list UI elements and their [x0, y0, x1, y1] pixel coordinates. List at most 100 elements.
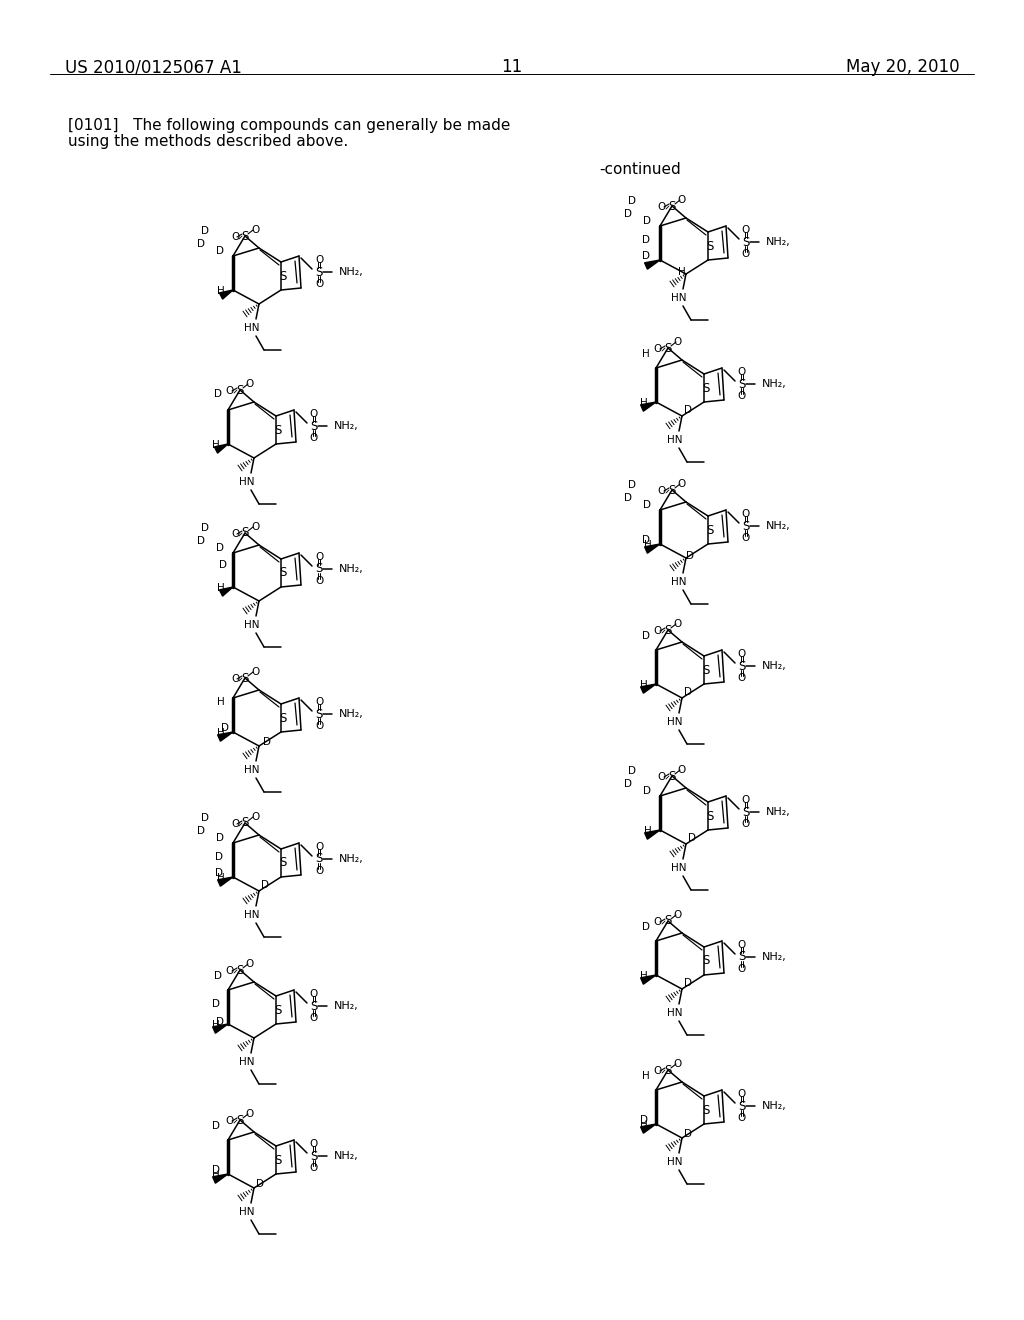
Text: S: S — [738, 950, 745, 964]
Text: S: S — [702, 664, 710, 676]
Text: O: O — [310, 989, 318, 999]
Text: O: O — [314, 255, 324, 265]
Text: S: S — [315, 853, 323, 866]
Text: H: H — [212, 1170, 220, 1180]
Text: O: O — [738, 1089, 746, 1100]
Text: NH₂,: NH₂, — [762, 952, 786, 962]
Text: S: S — [665, 623, 672, 636]
Text: May 20, 2010: May 20, 2010 — [847, 58, 961, 77]
Text: D: D — [643, 216, 651, 226]
Text: O: O — [657, 486, 667, 496]
Text: D: D — [197, 239, 205, 249]
Text: HN: HN — [668, 1008, 683, 1018]
Text: O: O — [674, 619, 682, 630]
Text: O: O — [230, 232, 240, 242]
Text: O: O — [251, 667, 259, 677]
Text: O: O — [654, 626, 663, 636]
Polygon shape — [641, 1125, 656, 1133]
Text: S: S — [280, 857, 287, 870]
Text: NH₂,: NH₂, — [334, 1001, 358, 1011]
Text: HN: HN — [668, 717, 683, 727]
Text: S: S — [237, 384, 244, 396]
Text: D: D — [684, 686, 692, 697]
Text: O: O — [246, 379, 254, 389]
Text: HN: HN — [245, 766, 260, 775]
Text: NH₂,: NH₂, — [766, 238, 791, 247]
Polygon shape — [213, 1173, 228, 1183]
Text: S: S — [237, 1114, 244, 1126]
Text: O: O — [738, 673, 746, 682]
Text: HN: HN — [672, 863, 687, 873]
Text: O: O — [226, 385, 234, 396]
Text: HN: HN — [668, 436, 683, 445]
Text: H: H — [642, 348, 650, 359]
Text: O: O — [654, 1067, 663, 1076]
Text: O: O — [314, 697, 324, 708]
Text: O: O — [251, 224, 259, 235]
Text: HN: HN — [245, 909, 260, 920]
Text: D: D — [642, 921, 650, 932]
Text: NH₂,: NH₂, — [339, 267, 364, 277]
Text: O: O — [251, 812, 259, 822]
Text: D: D — [212, 1121, 220, 1131]
Text: S: S — [310, 999, 317, 1012]
Polygon shape — [645, 260, 660, 269]
Text: H: H — [217, 583, 225, 593]
Text: S: S — [242, 817, 249, 829]
Text: O: O — [246, 1109, 254, 1119]
Text: NH₂,: NH₂, — [339, 854, 364, 865]
Text: O: O — [657, 202, 667, 213]
Text: O: O — [230, 818, 240, 829]
Text: O: O — [314, 866, 324, 876]
Text: S: S — [274, 424, 282, 437]
Text: S: S — [242, 230, 249, 243]
Text: D: D — [216, 246, 224, 256]
Polygon shape — [645, 830, 660, 840]
Text: H: H — [217, 729, 225, 738]
Text: S: S — [669, 199, 676, 213]
Text: O: O — [738, 964, 746, 974]
Text: S: S — [310, 420, 317, 433]
Text: O: O — [678, 195, 686, 205]
Text: 11: 11 — [502, 58, 522, 77]
Text: D: D — [212, 999, 220, 1008]
Text: O: O — [314, 721, 324, 731]
Text: S: S — [669, 483, 676, 496]
Text: HN: HN — [245, 620, 260, 630]
Text: S: S — [702, 954, 710, 968]
Text: HN: HN — [240, 1206, 255, 1217]
Polygon shape — [645, 544, 660, 553]
Text: D: D — [216, 833, 224, 843]
Text: S: S — [665, 342, 672, 355]
Text: O: O — [230, 529, 240, 539]
Text: D: D — [201, 226, 209, 236]
Polygon shape — [219, 587, 233, 597]
Text: D: D — [684, 405, 692, 414]
Text: S: S — [315, 708, 323, 721]
Text: O: O — [741, 533, 751, 543]
Text: O: O — [230, 675, 240, 684]
Text: S: S — [665, 915, 672, 928]
Text: D: D — [214, 972, 222, 981]
Text: using the methods described above.: using the methods described above. — [68, 135, 348, 149]
Text: D: D — [628, 766, 636, 776]
Polygon shape — [214, 444, 228, 453]
Text: O: O — [738, 649, 746, 659]
Text: D: D — [624, 492, 632, 503]
Text: D: D — [624, 209, 632, 219]
Text: S: S — [702, 1104, 710, 1117]
Text: O: O — [741, 818, 751, 829]
Text: D: D — [640, 1115, 648, 1125]
Text: O: O — [246, 960, 254, 969]
Text: O: O — [674, 1059, 682, 1069]
Text: S: S — [665, 1064, 672, 1077]
Text: D: D — [642, 535, 650, 545]
Polygon shape — [218, 733, 233, 742]
Text: D: D — [686, 550, 694, 561]
Text: D: D — [214, 389, 222, 399]
Polygon shape — [218, 876, 233, 886]
Text: HN: HN — [668, 1158, 683, 1167]
Text: H: H — [212, 440, 220, 450]
Text: D: D — [643, 785, 651, 796]
Text: S: S — [702, 381, 710, 395]
